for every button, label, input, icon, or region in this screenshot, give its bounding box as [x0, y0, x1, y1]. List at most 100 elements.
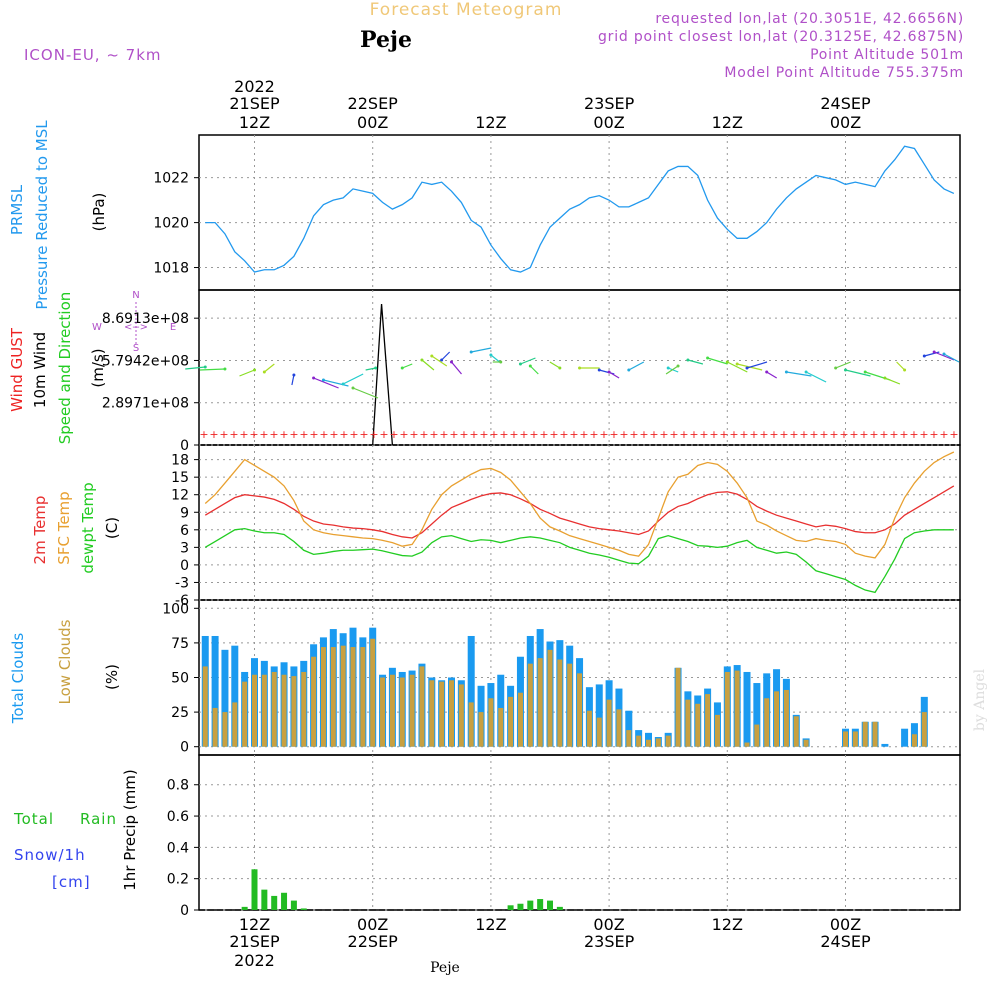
- rain-bar: [507, 905, 514, 910]
- wind-arrow: [263, 363, 275, 373]
- gust-marker: +: [729, 428, 738, 441]
- low-cloud-bar: [783, 689, 789, 747]
- temp-ytick-label: 6: [180, 523, 189, 539]
- gust-marker: +: [709, 428, 718, 441]
- gust-marker: +: [239, 428, 248, 441]
- temp-ytick-label: -6: [175, 593, 189, 609]
- gust-marker: +: [519, 428, 528, 441]
- rain-bar: [527, 900, 534, 910]
- wind-arrow-head: [922, 354, 926, 358]
- low-cloud-bar: [399, 677, 405, 747]
- gust-marker: +: [639, 428, 648, 441]
- low-cloud-bar: [370, 638, 376, 747]
- temp-ytick-label: 9: [180, 505, 189, 521]
- gust-marker: +: [389, 428, 398, 441]
- low-cloud-bar: [281, 674, 287, 747]
- point-altitude: Point Altitude 501m: [810, 47, 964, 63]
- gust-marker: +: [299, 428, 308, 441]
- low-cloud-bar: [488, 698, 494, 747]
- low-cloud-bar: [586, 710, 592, 747]
- gust-marker: +: [859, 428, 868, 441]
- wind-arrow-head: [292, 373, 296, 377]
- wind-arrow-head: [253, 368, 256, 372]
- bottom-hour-label: 00Z: [357, 915, 388, 934]
- total-cloud-bar: [901, 728, 909, 747]
- gust-label: Wind GUST: [8, 327, 26, 412]
- low-cloud-bar: [616, 709, 622, 747]
- low-cloud-bar: [242, 681, 248, 747]
- low-cloud-bar: [389, 674, 395, 747]
- bottom-date-label: 21SEP: [229, 932, 280, 951]
- low-cloud-bar: [419, 666, 425, 747]
- gust-marker: +: [649, 428, 658, 441]
- rain-bar: [290, 900, 297, 910]
- wind-arrow: [805, 371, 827, 383]
- prmsl-line: [205, 145, 955, 273]
- wind-arrow: [727, 361, 748, 373]
- low-cloud-bar: [380, 677, 386, 747]
- low-cloud-bar: [596, 717, 602, 747]
- low-cloud-bar: [655, 738, 661, 747]
- rain-bar: [547, 900, 553, 910]
- gust-marker: +: [489, 428, 498, 441]
- gust-spike-line: [372, 304, 394, 446]
- temp-ytick-label: -3: [175, 575, 189, 591]
- low-cloud-bar: [360, 647, 366, 747]
- gust-marker: +: [229, 428, 238, 441]
- low-cloud-bar: [409, 674, 415, 747]
- wind-arrow-head: [784, 370, 788, 374]
- wind-arrow: [239, 369, 255, 377]
- rain-bar: [537, 899, 544, 910]
- wind-arrow: [529, 365, 539, 375]
- low-cloud-bar: [636, 735, 642, 747]
- snow-unit: [cm]: [52, 873, 91, 891]
- wind-speed-label: Speed and Direction: [56, 292, 74, 445]
- top-hour-label: 00Z: [593, 113, 624, 132]
- temp2m-line: [204, 485, 955, 539]
- gust-marker: +: [219, 428, 228, 441]
- wind-ytick-label: 2.8971e+08: [102, 396, 189, 412]
- temp-ytick-label: 0: [180, 558, 189, 574]
- temp-ytick-label: 15: [171, 470, 189, 486]
- wind-arrow-head: [321, 378, 325, 382]
- wind-arrow-head: [863, 370, 867, 374]
- low-cloud-bar: [449, 680, 454, 747]
- location-title: Peje: [360, 27, 412, 53]
- gust-marker: +: [839, 428, 848, 441]
- low-clouds-label: Low Clouds: [56, 619, 74, 704]
- wind-arrow: [323, 379, 349, 387]
- top-date-label: 22SEP: [348, 94, 399, 113]
- sfc-temp-line: [204, 451, 955, 559]
- low-cloud-bar: [793, 716, 799, 747]
- bottom-date-label: 22SEP: [348, 932, 399, 951]
- gust-marker: +: [899, 428, 908, 441]
- low-cloud-bar: [567, 663, 573, 747]
- rain-bar: [517, 903, 524, 910]
- watermark: by Angel: [972, 668, 988, 731]
- wind-arrow: [291, 374, 295, 386]
- low-cloud-bar: [724, 671, 730, 747]
- gust-marker: +: [809, 428, 818, 441]
- low-cloud-bar: [222, 712, 228, 747]
- requested-coords: requested lon,lat (20.3051E, 42.6656N): [655, 11, 964, 27]
- compass-s: S: [133, 343, 139, 354]
- wind-arrow-head: [374, 366, 378, 370]
- precip-ytick-label: 0.2: [167, 872, 189, 888]
- gust-marker: +: [659, 428, 668, 441]
- total-cloud-bar: [467, 635, 475, 747]
- low-cloud-bar: [921, 712, 927, 747]
- gust-marker: +: [759, 428, 768, 441]
- low-cloud-bar: [606, 699, 612, 747]
- low-cloud-bar: [675, 667, 681, 747]
- wind-arrow: [845, 369, 871, 377]
- cloud-ytick-label: 25: [171, 705, 189, 721]
- bottom-hour-label: 00Z: [593, 915, 624, 934]
- wind-arrow: [608, 371, 620, 379]
- precip-panel: [198, 754, 961, 911]
- wind-arrow-head: [706, 356, 710, 360]
- wind-arrow-head: [312, 376, 316, 380]
- gust-marker: +: [609, 428, 618, 441]
- gust-marker: +: [949, 428, 958, 441]
- prmsl-panel: [198, 134, 961, 291]
- wind-arrow-head: [578, 366, 582, 370]
